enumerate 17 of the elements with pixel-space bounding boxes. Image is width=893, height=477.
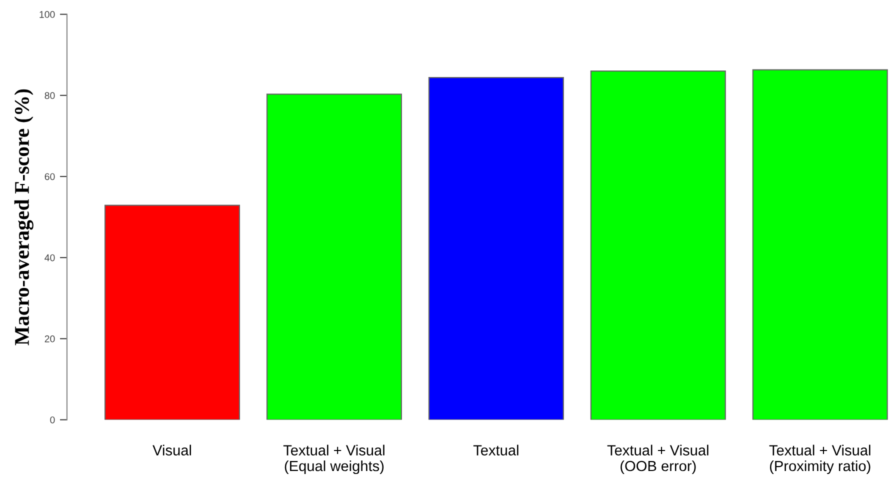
y-tick-label: 0 [50, 416, 55, 424]
bar [104, 204, 240, 420]
bar [590, 70, 726, 420]
y-tick-label: 80 [44, 92, 55, 100]
x-tick-label: Textual [473, 444, 518, 456]
y-tick-label: 40 [44, 254, 55, 262]
y-axis-title: Macro-averaged F-score (%) [14, 89, 34, 346]
bar [266, 94, 402, 420]
bar [428, 77, 564, 420]
y-tick-label: 20 [44, 335, 55, 342]
x-tick-label: Visual [152, 444, 192, 456]
x-tick-label: Textual + Visual (Equal weights) [283, 444, 384, 474]
bar [752, 69, 888, 420]
y-tick-label: 60 [44, 173, 55, 180]
y-tick-label: 100 [40, 11, 55, 18]
x-tick-label: Textual + Visual (OOB error) [607, 444, 708, 474]
x-tick-label: Textual + Visual (Proximity ratio) [769, 444, 870, 474]
